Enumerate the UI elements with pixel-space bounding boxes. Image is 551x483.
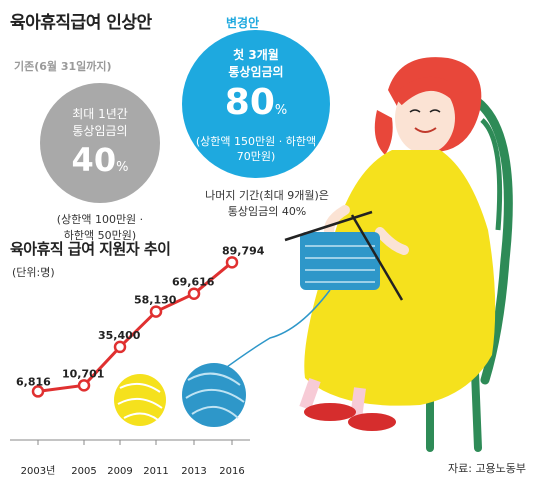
knitting-woman-illustration xyxy=(114,57,513,452)
data-label: 58,130 xyxy=(134,294,177,307)
infographic-title: 육아휴직급여 인상안 xyxy=(10,13,152,33)
current-plan-rate-unit: % xyxy=(116,160,129,175)
current-plan-note-line1: (상한액 100만원 · xyxy=(56,213,144,226)
new-plan-line1: 첫 3개월 xyxy=(233,48,279,62)
data-label: 89,794 xyxy=(222,244,265,257)
x-tick-label: 2013 xyxy=(181,466,206,477)
new-plan-note-line1: (상한액 150만원 · 하한액 xyxy=(195,135,317,148)
current-plan-line2: 통상임금의 xyxy=(72,124,128,138)
x-tick-label: 2003년 xyxy=(21,465,56,477)
remaining-period-line1: 나머지 기간(최대 9개월)은 xyxy=(205,189,329,202)
chart-title: 육아휴직 급여 지원자 추이 xyxy=(10,240,171,258)
current-plan-rate: 40 xyxy=(71,141,117,179)
data-point xyxy=(77,379,91,392)
data-label: 69,616 xyxy=(172,276,215,289)
data-point xyxy=(187,287,201,300)
remaining-period-note: 나머지 기간(최대 9개월)은 통상임금의 40% xyxy=(172,188,362,220)
data-point xyxy=(149,305,163,318)
current-plan-note-line2: 하한액 50만원) xyxy=(63,229,137,242)
series-line xyxy=(37,261,233,393)
current-plan-rate-wrap: 40% xyxy=(40,139,160,189)
new-plan-heading: 변경안 xyxy=(226,16,260,30)
data-point xyxy=(113,340,127,354)
data-point xyxy=(225,256,239,269)
x-tick-label: 2005 xyxy=(71,466,96,477)
data-label: 35,400 xyxy=(98,329,141,342)
new-plan-note-line2: 70만원) xyxy=(236,150,276,163)
new-plan-line2: 통상임금의 xyxy=(228,65,284,79)
x-tick-label: 2009 xyxy=(107,466,132,477)
chart-marks: 6,816 2003년 10,701 2005 35,400 2009 58,130 2011… xyxy=(16,244,265,477)
current-plan-note: (상한액 100만원 · 하한액 50만원) xyxy=(30,212,170,244)
current-plan-heading: 기존(6월 31일까지) xyxy=(14,60,112,73)
new-plan-rate-unit: % xyxy=(274,103,288,118)
chart-unit: (단위:명) xyxy=(12,266,55,279)
new-plan-rate-wrap: 80% xyxy=(182,80,330,134)
current-plan-line1: 최대 1년간 xyxy=(72,107,128,121)
remaining-period-line2: 통상임금의 40% xyxy=(227,205,307,218)
data-point xyxy=(31,385,45,398)
new-plan-circle: 첫 3개월 통상임금의 80% (상한액 150만원 · 하한액 70만원) xyxy=(182,30,330,178)
source-note: 자료: 고용노동부 xyxy=(448,462,527,475)
x-tick-label: 2016 xyxy=(219,466,244,477)
current-plan-circle: 최대 1년간 통상임금의 40% xyxy=(40,83,160,203)
data-label: 10,701 xyxy=(62,367,104,380)
x-tick-label: 2011 xyxy=(143,466,168,477)
data-label: 6,816 xyxy=(16,375,51,388)
new-plan-rate: 80 xyxy=(224,82,275,123)
